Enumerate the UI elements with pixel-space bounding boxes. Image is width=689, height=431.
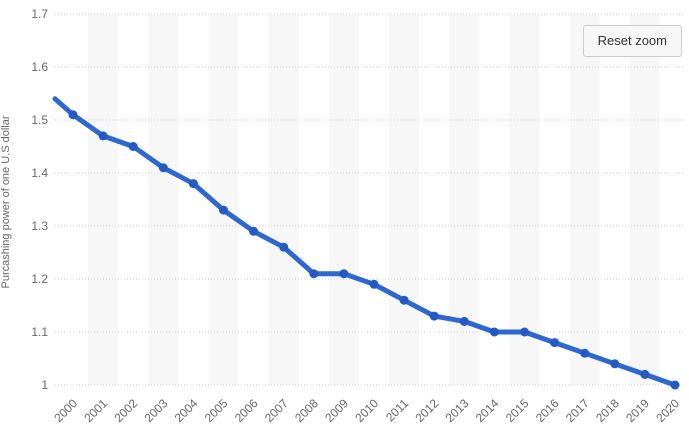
data-point[interactable] [429, 311, 439, 321]
x-tick-label: 2010 [352, 396, 381, 425]
data-point[interactable] [309, 269, 319, 279]
x-tick-label: 2017 [563, 396, 592, 425]
y-tick-label: 1.6 [31, 60, 48, 74]
data-point[interactable] [670, 380, 680, 390]
data-point[interactable] [399, 295, 409, 305]
data-point[interactable] [219, 205, 228, 215]
x-tick-label: 2012 [413, 396, 442, 425]
x-tick-label: 2014 [473, 396, 502, 425]
y-tick-label: 1.3 [31, 219, 48, 233]
x-tick-label: 2018 [593, 396, 622, 425]
x-tick-label: 2009 [322, 396, 351, 425]
x-tick-label: 2002 [112, 396, 141, 425]
y-tick-label: 1.1 [31, 325, 48, 339]
data-point[interactable] [68, 110, 78, 120]
x-tick-label: 2011 [383, 396, 411, 424]
data-point[interactable] [249, 226, 259, 236]
x-tick-label: 2020 [653, 396, 682, 425]
x-tick-label: 2006 [232, 396, 261, 425]
data-point[interactable] [339, 269, 349, 279]
x-tick-label: 2015 [503, 396, 532, 425]
x-tick-label: 2003 [142, 396, 171, 425]
x-tick-label: 2013 [443, 396, 472, 425]
x-tick-label: 2019 [623, 396, 652, 425]
plot-band [509, 14, 540, 385]
y-tick-label: 1.5 [31, 113, 48, 127]
data-point[interactable] [520, 327, 529, 337]
data-point[interactable] [98, 131, 108, 141]
y-axis-title: Purcashing power of one U.S dollar [0, 115, 12, 288]
x-tick-label: 2005 [202, 396, 231, 425]
data-point[interactable] [188, 179, 198, 189]
plot-band [449, 14, 480, 385]
data-point[interactable] [158, 163, 168, 173]
plot-band [88, 14, 119, 385]
y-tick-label: 1 [41, 378, 48, 392]
plot-band [629, 14, 660, 385]
data-point[interactable] [459, 316, 469, 326]
data-point[interactable] [279, 242, 289, 252]
x-tick-label: 2016 [533, 396, 562, 425]
x-tick-label: 2008 [292, 396, 321, 425]
reset-zoom-button[interactable]: Reset zoom [582, 25, 682, 57]
x-tick-label: 2004 [172, 396, 201, 425]
y-tick-label: 1.4 [31, 166, 48, 180]
x-tick-label: 2000 [51, 396, 80, 425]
plot-band [328, 14, 359, 385]
data-point[interactable] [610, 359, 620, 369]
data-point[interactable] [580, 348, 590, 358]
plot-band [268, 14, 299, 385]
y-tick-label: 1.2 [31, 272, 48, 286]
x-tick-label: 2001 [81, 396, 110, 425]
data-point[interactable] [369, 279, 379, 289]
plot-band [148, 14, 179, 385]
plot-band [569, 14, 600, 385]
data-point[interactable] [128, 142, 138, 151]
plot-band [389, 14, 420, 385]
data-point[interactable] [550, 338, 560, 348]
data-point[interactable] [640, 369, 650, 379]
y-tick-label: 1.7 [31, 7, 48, 21]
data-line [52, 96, 678, 388]
x-tick-label: 2007 [262, 396, 291, 425]
data-point[interactable] [489, 327, 499, 337]
